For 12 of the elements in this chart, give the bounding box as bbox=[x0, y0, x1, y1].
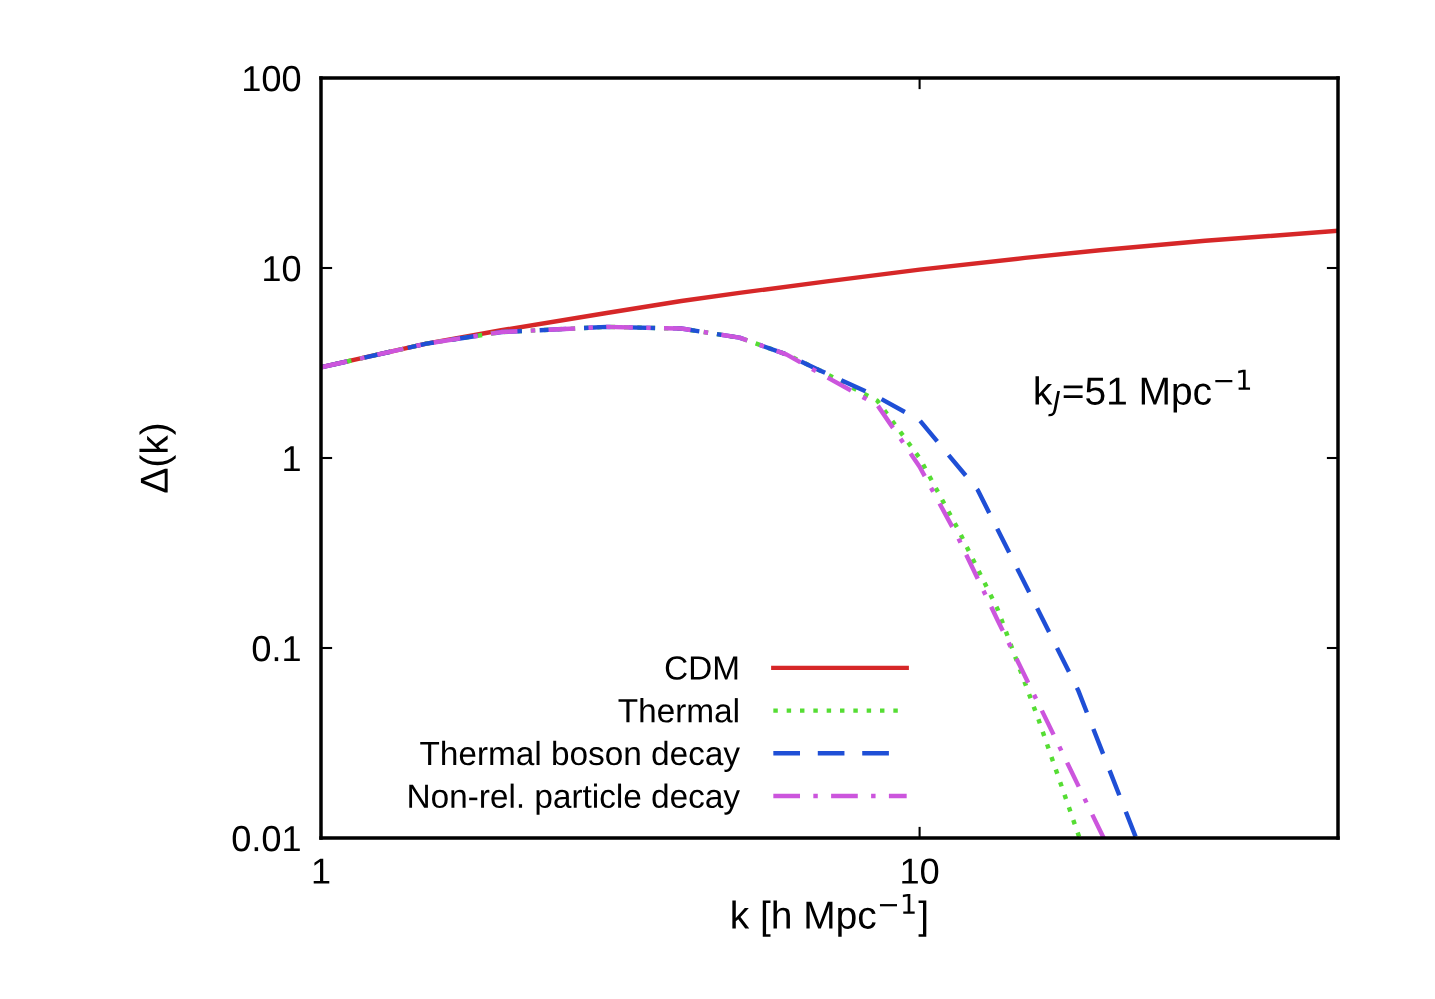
y-tick-label: 0.1 bbox=[252, 635, 300, 662]
legend-label: Thermal bbox=[618, 698, 738, 723]
legend-label: Thermal boson decay bbox=[420, 740, 740, 772]
legend-label: CDM bbox=[665, 656, 738, 680]
y-tick-label: 10 bbox=[264, 255, 301, 282]
x-axis-title: k [h Mpc$^{−1}$] bbox=[732, 893, 927, 937]
y-tick-label: 0.01 bbox=[232, 825, 300, 852]
y-tick-label: 100 bbox=[244, 65, 301, 92]
legend-label: Non-rel. particle decay bbox=[409, 783, 740, 815]
y-tick-label: 1 bbox=[284, 446, 300, 472]
y-axis-title: Δ(k) bbox=[139, 424, 176, 493]
annotation: k$_{J}$=51 Mpc$^{−1}$ bbox=[1035, 369, 1251, 417]
